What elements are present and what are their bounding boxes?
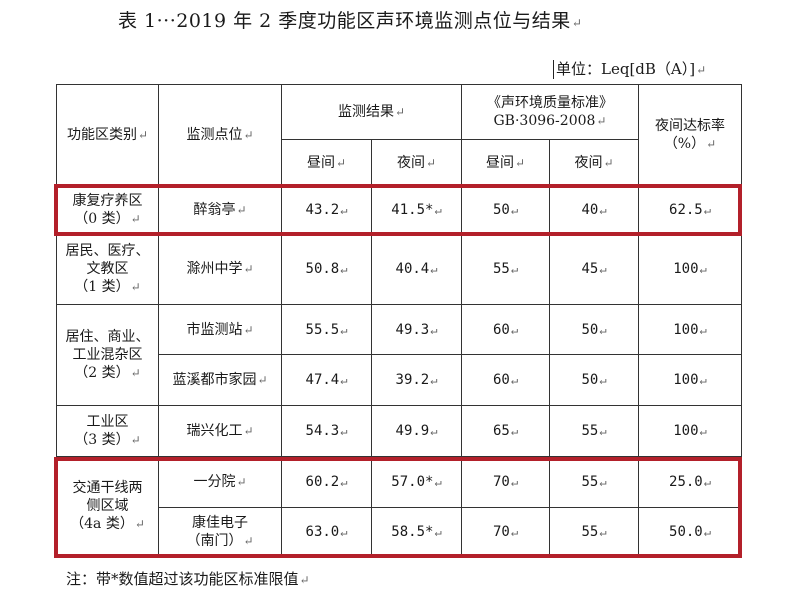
rate-value: 62.5↵: [638, 185, 742, 234]
day-value: 54.3↵: [281, 405, 372, 457]
day-value: 60.2↵: [281, 456, 372, 508]
table-row: 蓝溪都市家园↵ 47.4↵ 39.2↵ 60↵ 50↵ 100↵: [57, 354, 742, 406]
site-cell: 市监测站↵: [158, 304, 282, 355]
day-value: 55.5↵: [281, 304, 372, 355]
std-day-value: 70↵: [461, 507, 550, 556]
std-night-value: 55↵: [549, 405, 639, 457]
night-value: 49.9↵: [371, 405, 462, 457]
std-day-value: 60↵: [461, 304, 550, 355]
table-row: 交通干线两 侧区域 （4a 类）↵ 一分院↵ 60.2↵ 57.0*↵ 70↵ 55…: [56, 456, 742, 556]
std-day-value: 55↵: [461, 233, 550, 305]
night-value: 57.0*↵: [371, 456, 462, 508]
header-std-day: 昼间↵: [461, 139, 550, 186]
night-value: 41.5*↵: [371, 185, 462, 234]
table-row: 康复疗养区 （0 类）↵ 醉翁亭↵ 43.2↵ 41.5*↵ 50↵ 40↵ 62…: [56, 185, 742, 234]
rate-value: 100↵: [638, 233, 742, 305]
site-cell: 蓝溪都市家园↵: [158, 354, 282, 406]
night-value: 58.5*↵: [371, 507, 462, 556]
zone-cell: 交通干线两 侧区域 （4a 类）↵: [56, 456, 159, 556]
header-standard: 《声环境质量标准》 GB·3096-2008↵: [461, 84, 639, 140]
std-day-value: 70↵: [461, 456, 550, 508]
site-cell: 康佳电子 （南门）↵: [158, 507, 282, 556]
header-std-night: 夜间↵: [549, 139, 639, 186]
header-row-2: 昼间↵ 夜间↵ 昼间↵ 夜间↵: [57, 139, 742, 186]
table-title: 表 1···2019 年 2 季度功能区声环境监测点位与结果↵: [118, 10, 583, 32]
zone-cell: 工业区 （3 类）↵: [56, 405, 159, 457]
std-night-value: 55↵: [549, 507, 639, 556]
zone-cell: 居住、商业、 工业混杂区 （2 类）↵: [56, 304, 159, 406]
monitoring-table: 功能区类别↵ 监测点位↵ 监测结果↵ 《声环境质量标准》 GB·3096-2008…: [56, 84, 742, 556]
std-night-value: 55↵: [549, 456, 639, 508]
zone-cell: 康复疗养区 （0 类）↵: [56, 185, 159, 234]
site-cell: 滁州中学↵: [158, 233, 282, 305]
header-result-night: 夜间↵: [371, 139, 462, 186]
rate-value: 25.0↵: [638, 456, 742, 508]
std-day-value: 50↵: [461, 185, 550, 234]
table-row: 康佳电子 （南门）↵ 63.0↵ 58.5*↵ 70↵ 55↵ 50.0↵: [57, 507, 742, 556]
table-footnote: 注：带*数值超过该功能区标准限值↵: [66, 570, 310, 588]
std-night-value: 50↵: [549, 304, 639, 355]
table-row: 居民、医疗、 文教区 （1 类）↵ 滁州中学↵ 50.8↵ 40.4↵ 55↵ 45…: [56, 233, 742, 305]
table-row: 居住、商业、 工业混杂区 （2 类）↵ 市监测站↵ 55.5↵ 49.3↵ 60↵ …: [56, 304, 742, 406]
day-value: 50.8↵: [281, 233, 372, 305]
zone-cell: 居民、医疗、 文教区 （1 类）↵: [56, 233, 159, 305]
site-cell: 瑞兴化工↵: [158, 405, 282, 457]
std-night-value: 40↵: [549, 185, 639, 234]
rate-value: 50.0↵: [638, 507, 742, 556]
site-cell: 醉翁亭↵: [158, 185, 282, 234]
rate-value: 100↵: [638, 304, 742, 355]
header-row-1: 功能区类别↵ 监测点位↵ 监测结果↵ 《声环境质量标准》 GB·3096-2008…: [56, 84, 742, 186]
table-row: 工业区 （3 类）↵ 瑞兴化工↵ 54.3↵ 49.9↵ 65↵ 55↵ 100↵: [56, 405, 742, 457]
rate-value: 100↵: [638, 354, 742, 406]
std-day-value: 60↵: [461, 354, 550, 406]
header-zone: 功能区类别↵: [56, 84, 159, 186]
std-night-value: 50↵: [549, 354, 639, 406]
std-night-value: 45↵: [549, 233, 639, 305]
day-value: 47.4↵: [281, 354, 372, 406]
day-value: 63.0↵: [281, 507, 372, 556]
rate-value: 100↵: [638, 405, 742, 457]
header-result: 监测结果↵: [281, 84, 462, 140]
day-value: 43.2↵: [281, 185, 372, 234]
unit-label: 单位：Leq[dB（A）]↵: [553, 60, 706, 79]
header-site: 监测点位↵: [158, 84, 282, 186]
night-value: 39.2↵: [371, 354, 462, 406]
night-value: 40.4↵: [371, 233, 462, 305]
header-night-rate: 夜间达标率 （%）↵: [638, 84, 742, 186]
std-day-value: 65↵: [461, 405, 550, 457]
site-cell: 一分院↵: [158, 456, 282, 508]
header-result-day: 昼间↵: [281, 139, 372, 186]
night-value: 49.3↵: [371, 304, 462, 355]
